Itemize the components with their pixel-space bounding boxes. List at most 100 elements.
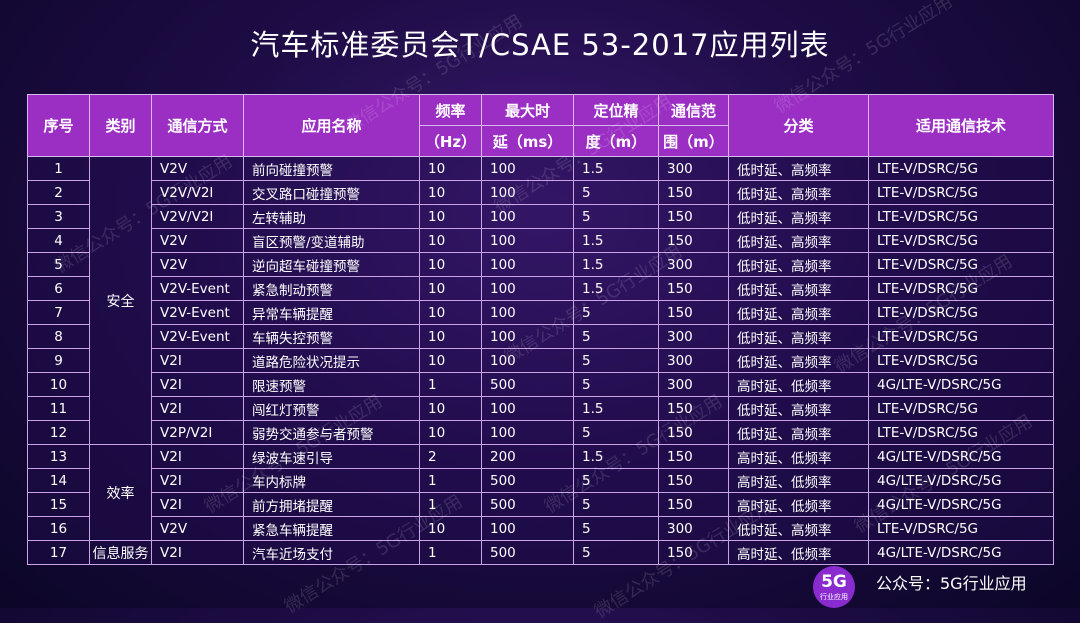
cell-tech: LTE-V/DSRC/5G — [868, 276, 1054, 301]
header-frequency: 频率 — [419, 94, 482, 126]
cell-app-name: 车辆失控预警 — [243, 324, 420, 349]
table-row: 15 V2I 前方拥堵提醒 1 500 5 150 高时延、低频率 4G/LTE-V/DSRC/… — [27, 492, 1054, 517]
cell-comm-mode: V2I — [151, 348, 244, 373]
cell-comm-mode: V2V — [151, 252, 244, 277]
table-body: 1 安全 V2V 前向碰撞预警 10 100 1.5 300 低时延、高频率 LTE-V/DSRC… — [27, 156, 1054, 565]
cell-frequency: 10 — [419, 228, 482, 253]
cell-class: 低时延、高频率 — [728, 156, 869, 181]
cell-class: 低时延、高频率 — [728, 396, 869, 421]
header-accuracy-unit: 度（m） — [573, 125, 659, 157]
cell-accuracy: 5 — [573, 180, 659, 205]
cell-range: 300 — [658, 516, 729, 541]
table-row: 17 信息服务 V2I 汽车近场支付 1 500 5 150 高时延、低频率 4G/LTE-V/D… — [27, 540, 1054, 565]
cell-frequency: 10 — [419, 276, 482, 301]
cell-accuracy: 5 — [573, 372, 659, 397]
cell-range: 150 — [658, 204, 729, 229]
cell-class: 高时延、低频率 — [728, 372, 869, 397]
header-tech: 适用通信技术 — [868, 94, 1054, 157]
cell-comm-mode: V2I — [151, 492, 244, 517]
cell-no: 2 — [27, 180, 90, 205]
cell-range: 150 — [658, 540, 729, 565]
cell-tech: 4G/LTE-V/DSRC/5G — [868, 444, 1054, 469]
cell-comm-mode: V2V — [151, 228, 244, 253]
header-accuracy: 定位精 — [573, 94, 659, 126]
cell-latency: 100 — [481, 276, 574, 301]
cell-range: 300 — [658, 348, 729, 373]
cell-frequency: 10 — [419, 420, 482, 445]
cell-comm-mode: V2V/V2I — [151, 204, 244, 229]
cell-comm-mode: V2I — [151, 468, 244, 493]
cell-tech: LTE-V/DSRC/5G — [868, 396, 1054, 421]
cell-no: 17 — [27, 540, 90, 565]
cell-accuracy: 1.5 — [573, 276, 659, 301]
cell-range: 150 — [658, 228, 729, 253]
cell-app-name: 车内标牌 — [243, 468, 420, 493]
cell-frequency: 10 — [419, 348, 482, 373]
cell-range: 300 — [658, 156, 729, 181]
cell-frequency: 10 — [419, 300, 482, 325]
table-row: 1 安全 V2V 前向碰撞预警 10 100 1.5 300 低时延、高频率 LTE-V/DSRC… — [27, 156, 1054, 445]
cell-comm-mode: V2I — [151, 444, 244, 469]
logo-subtitle: 行业应用 — [820, 593, 848, 601]
cell-accuracy: 5 — [573, 300, 659, 325]
cell-range: 150 — [658, 300, 729, 325]
cell-frequency: 1 — [419, 492, 482, 517]
table-row: 13 效率 V2I 绿波车速引导 2 200 1.5 150 高时延、低频率 4G/LTE-V/D… — [27, 444, 1054, 541]
cell-latency: 100 — [481, 156, 574, 181]
header-app-name: 应用名称 — [243, 94, 420, 157]
cell-frequency: 10 — [419, 204, 482, 229]
cell-no: 1 — [27, 156, 90, 181]
cell-range: 300 — [658, 372, 729, 397]
cell-comm-mode: V2I — [151, 396, 244, 421]
cell-no: 10 — [27, 372, 90, 397]
cell-app-name: 逆向超车碰撞预警 — [243, 252, 420, 277]
table-row: 4 V2V 盲区预警/变道辅助 10 100 1.5 150 低时延、高频率 LTE-V/DSR… — [27, 228, 1054, 253]
cell-app-name: 紧急车辆提醒 — [243, 516, 420, 541]
cell-class: 低时延、高频率 — [728, 204, 869, 229]
cell-comm-mode: V2I — [151, 372, 244, 397]
cell-class: 低时延、高频率 — [728, 420, 869, 445]
table-row: 5 V2V 逆向超车碰撞预警 10 100 1.5 300 低时延、高频率 LTE-V/DSRC… — [27, 252, 1054, 277]
table-row: 2 V2V/V2I 交叉路口碰撞预警 10 100 5 150 低时延、高频率 LTE-V/DS… — [27, 180, 1054, 205]
cell-latency: 500 — [481, 372, 574, 397]
table-row: 16 V2V 紧急车辆提醒 10 100 5 300 低时延、高频率 LTE-V/DSRC/5G — [27, 516, 1054, 541]
cell-no: 13 — [27, 444, 90, 469]
cell-tech: LTE-V/DSRC/5G — [868, 300, 1054, 325]
cell-latency: 100 — [481, 252, 574, 277]
cell-accuracy: 5 — [573, 204, 659, 229]
header-category: 类别 — [89, 94, 152, 157]
cell-app-name: 前向碰撞预警 — [243, 156, 420, 181]
cell-class: 高时延、低频率 — [728, 468, 869, 493]
cell-range: 150 — [658, 420, 729, 445]
cell-class: 低时延、高频率 — [728, 324, 869, 349]
cell-tech: LTE-V/DSRC/5G — [868, 156, 1054, 181]
cell-latency: 100 — [481, 180, 574, 205]
table-row: 14 V2I 车内标牌 1 500 5 150 高时延、低频率 4G/LTE-V/DSRC/5G — [27, 468, 1054, 493]
cell-latency: 100 — [481, 228, 574, 253]
cell-accuracy: 5 — [573, 492, 659, 517]
cell-range: 150 — [658, 444, 729, 469]
cell-no: 12 — [27, 420, 90, 445]
cell-tech: LTE-V/DSRC/5G — [868, 180, 1054, 205]
cell-frequency: 1 — [419, 468, 482, 493]
cell-tech: LTE-V/DSRC/5G — [868, 204, 1054, 229]
cell-latency: 500 — [481, 540, 574, 565]
cell-comm-mode: V2V-Event — [151, 324, 244, 349]
cell-class: 低时延、高频率 — [728, 300, 869, 325]
cell-comm-mode: V2V — [151, 156, 244, 181]
table-row: 10 V2I 限速预警 1 500 5 300 高时延、低频率 4G/LTE-V/DSRC/5G — [27, 372, 1054, 397]
table-row: 11 V2I 闯红灯预警 10 100 1.5 150 低时延、高频率 LTE-V/DSRC/5… — [27, 396, 1054, 421]
cell-tech: 4G/LTE-V/DSRC/5G — [868, 468, 1054, 493]
cell-accuracy: 5 — [573, 324, 659, 349]
header-no: 序号 — [27, 94, 90, 157]
header-comm-mode: 通信方式 — [151, 94, 244, 157]
cell-latency: 100 — [481, 324, 574, 349]
cell-class: 低时延、高频率 — [728, 516, 869, 541]
cell-tech: LTE-V/DSRC/5G — [868, 348, 1054, 373]
cell-no: 8 — [27, 324, 90, 349]
page-title: 汽车标准委员会T/CSAE 53-2017应用列表 — [250, 28, 830, 62]
cell-frequency: 10 — [419, 516, 482, 541]
cell-class: 低时延、高频率 — [728, 348, 869, 373]
cell-app-name: 交叉路口碰撞预警 — [243, 180, 420, 205]
cell-accuracy: 1.5 — [573, 228, 659, 253]
